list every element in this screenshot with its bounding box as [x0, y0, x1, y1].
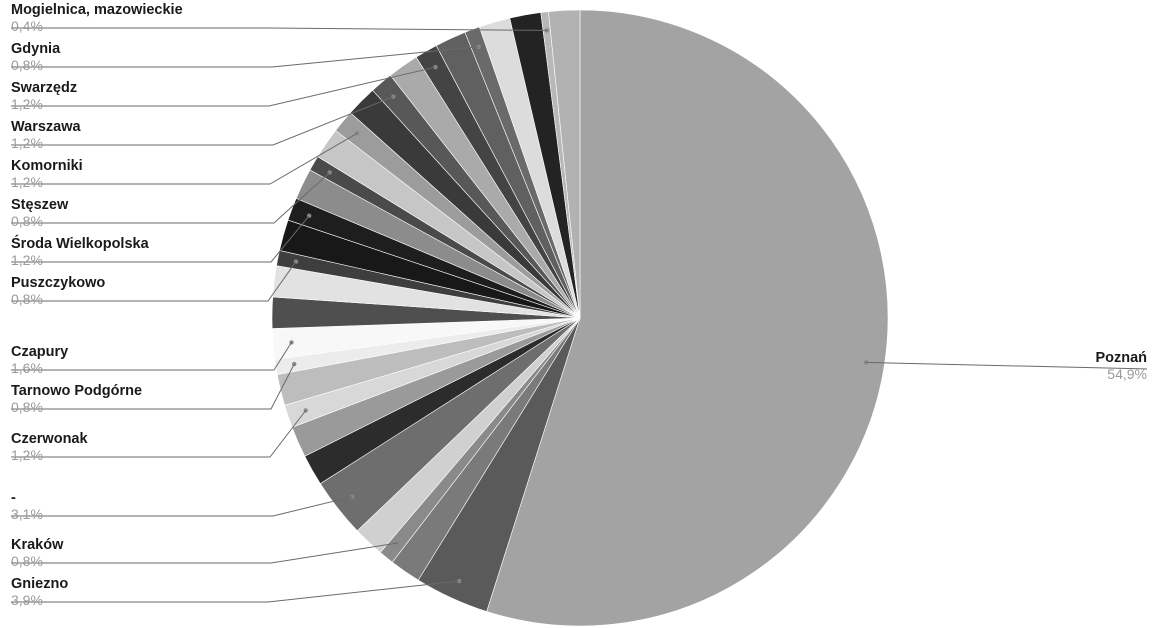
label-name: Gdynia: [11, 41, 61, 57]
leader-line: [11, 46, 479, 68]
label-name: Swarzędz: [11, 80, 77, 96]
leader-line: [11, 27, 547, 31]
label-name: Stęszew: [11, 197, 69, 213]
label-name: Gniezno: [11, 576, 68, 592]
leader-line: [11, 410, 307, 458]
leader-line: [11, 96, 394, 146]
leader-line: [11, 172, 331, 224]
label-name: Czerwonak: [11, 431, 88, 447]
leader-line: [11, 132, 358, 185]
leader-line: [11, 66, 436, 107]
label-value: 54,9%: [1107, 366, 1147, 382]
leader-line: [11, 580, 460, 603]
label-value: 1,2%: [11, 447, 43, 463]
leader-line: [11, 215, 310, 263]
label-value: 0,8%: [11, 213, 43, 229]
slice-labels: Poznań54,9%Gniezno3,9%Kraków0,8%-3,1%Cze…: [11, 2, 1148, 608]
label-value: 0,8%: [11, 57, 43, 73]
label-name: Warszawa: [11, 119, 82, 135]
leader-line: [866, 361, 1148, 370]
label-value: 1,2%: [11, 174, 43, 190]
label-name: Tarnowo Podgórne: [11, 383, 142, 399]
slice-poznan: [486, 9, 889, 627]
slice-other: [548, 9, 581, 319]
leader-dot: [292, 361, 297, 367]
pie-slices: [271, 9, 889, 627]
label-value: 0,8%: [11, 553, 43, 569]
label-value: 0,8%: [11, 291, 43, 307]
leader-line: [11, 261, 297, 302]
label-name: Poznań: [1095, 350, 1147, 366]
label-value: 1,6%: [11, 360, 43, 376]
label-value: 0,8%: [11, 399, 43, 415]
leader-line: [11, 542, 398, 564]
leader-dot: [863, 360, 869, 365]
label-name: -: [11, 490, 16, 506]
leader-line: [11, 342, 292, 371]
label-value: 3,1%: [11, 506, 43, 522]
label-value: 1,2%: [11, 252, 43, 268]
label-name: Środa Wielkopolska: [11, 234, 150, 252]
label-name: Czapury: [11, 344, 68, 360]
label-name: Mogielnica, mazowieckie: [11, 2, 183, 18]
label-value: 0,4%: [11, 18, 43, 34]
leader-line: [11, 496, 353, 517]
label-value: 1,2%: [11, 135, 43, 151]
label-name: Puszczykowo: [11, 275, 105, 291]
label-value: 1,2%: [11, 96, 43, 112]
leader-line: [11, 363, 295, 410]
label-value: 3,9%: [11, 592, 43, 608]
label-name: Kraków: [11, 537, 64, 553]
label-name: Komorniki: [11, 158, 83, 174]
label-group-dash: -3,1%: [11, 490, 355, 522]
